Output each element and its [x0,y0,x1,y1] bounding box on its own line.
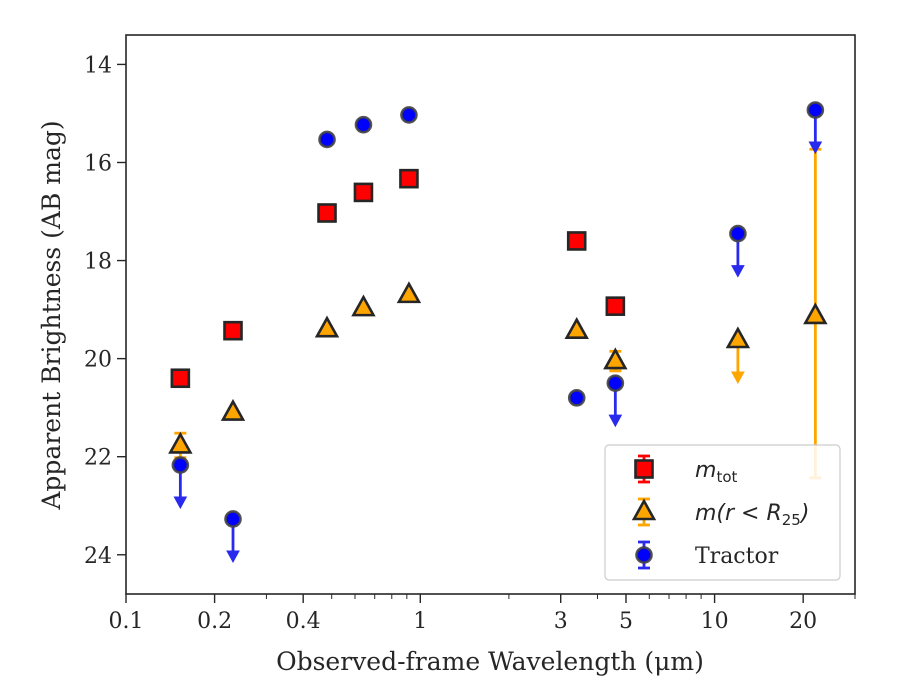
data-layer [168,101,828,564]
y-tick-label: 24 [84,544,112,569]
legend-box [604,444,841,581]
tractor-point [806,101,825,119]
tractor-point [400,106,418,124]
tractor-point [606,374,625,392]
legend-mtot-marker [634,459,654,479]
tractor-upper-limit-arrow-head [173,496,188,510]
mtot-point [353,182,374,203]
mtot-point [170,368,191,389]
legend-tractor-marker [635,546,653,564]
mR25-upper-limit-arrow-head [731,371,745,385]
tractor-point [729,224,747,243]
tractor-upper-limit-arrow-head [731,265,745,278]
x-tick-label: 0.4 [286,609,321,634]
mR25-point [803,302,828,325]
legend-mtot-label: mtot [695,458,737,486]
tractor-upper-limit-arrow-head [808,141,823,155]
x-tick-label: 5 [619,609,633,634]
mR25-point [168,431,193,454]
x-axis-label: Observed-frame Wavelength (μm) [276,647,704,676]
mR25-point [564,317,589,339]
y-tick-label: 14 [84,53,112,78]
y-axis-label: Apparent Brightness (AB mag) [37,120,66,510]
mtot-point [605,296,626,316]
x-tick-label: 20 [789,609,817,634]
legend-mR25-label: m(r < R25) [695,501,809,529]
mtot-point [399,168,419,189]
mtot-point [566,231,587,251]
tractor-upper-limit-arrow-head [608,414,623,428]
mR25-point [314,315,340,338]
mtot-point [223,320,243,341]
y-tick-label: 20 [84,348,112,373]
plot-frame [125,34,856,595]
x-tick-label: 1 [413,609,427,634]
y-tick-label: 16 [84,151,112,176]
axes: 0.1 0.2 0.4 1 3 5 10 20 14 16 18 20 22 24 [84,34,856,634]
tractor-point [171,456,190,474]
x-tick-label: 0.1 [109,609,144,634]
y-tick-label: 18 [84,250,112,275]
legend-tractor-label: Tractor [695,544,779,569]
x-tick-label: 3 [554,609,568,634]
mR25-point [351,294,376,317]
mR25-point [220,398,246,421]
x-tick-label: 0.2 [197,609,232,634]
tractor-point [567,389,586,407]
tractor-upper-limit-arrow-head [226,550,240,564]
mR25-point [396,281,422,304]
tractor-point [318,130,336,149]
tractor-point [354,115,373,134]
legend-mR25-marker [631,498,657,521]
legend: mtot m(r < R25) Tractor [604,444,841,581]
mtot-point [317,203,337,223]
mR25-point [725,326,751,349]
tractor-point [224,510,242,528]
x-tick-label: 10 [701,609,729,634]
mR25-point [603,347,628,370]
y-tick-label: 22 [84,446,112,471]
